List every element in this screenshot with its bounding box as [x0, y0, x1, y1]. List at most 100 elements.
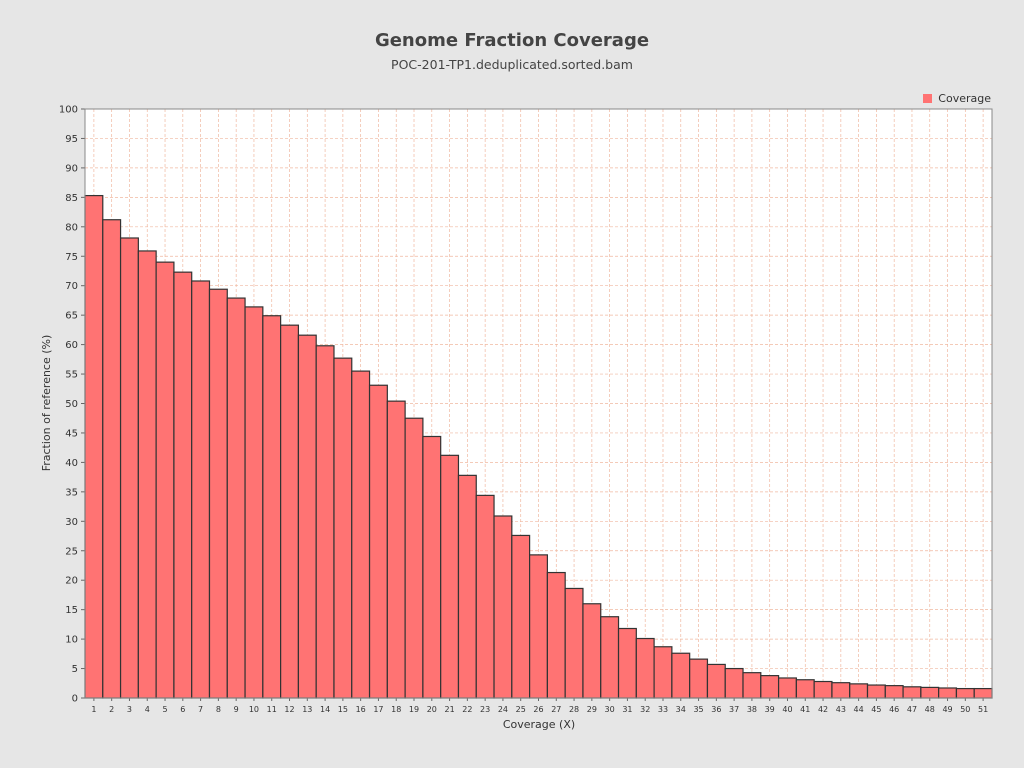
x-tick-label: 20: [427, 705, 437, 714]
bar-29: [582, 603, 602, 699]
bar-19: [404, 417, 424, 699]
bar-45: [866, 684, 886, 699]
bar-25: [511, 534, 531, 699]
x-tick-label: 38: [747, 705, 757, 714]
bar-37: [724, 667, 744, 699]
x-tick-label: 7: [198, 705, 203, 714]
x-tick-label: 18: [391, 705, 401, 714]
y-tick-label: 90: [65, 163, 78, 174]
bar-17: [368, 384, 388, 699]
axes: 0510152025303540455055606570758085909510…: [59, 105, 993, 714]
y-tick-label: 20: [65, 576, 78, 587]
x-tick-label: 35: [693, 705, 703, 714]
y-tick-label: 35: [65, 487, 78, 498]
y-tick-label: 60: [65, 340, 78, 351]
x-tick-label: 8: [216, 705, 221, 714]
x-tick-label: 19: [409, 705, 419, 714]
bar-13: [297, 334, 317, 699]
chart-title: Genome Fraction Coverage: [374, 30, 650, 51]
y-tick-label: 65: [65, 311, 78, 322]
y-tick-label: 50: [65, 399, 78, 410]
bar-38: [742, 672, 762, 699]
legend-label: Coverage: [938, 92, 991, 105]
y-tick-label: 70: [65, 281, 78, 292]
bar-9: [226, 297, 246, 699]
bar-48: [920, 686, 940, 699]
x-tick-label: 21: [444, 705, 454, 714]
x-axis-label: Coverage (X): [503, 718, 575, 731]
bar-2: [102, 219, 122, 699]
x-tick-label: 44: [854, 705, 864, 714]
bar-46: [884, 685, 904, 699]
y-tick-label: 45: [65, 428, 78, 439]
x-tick-label: 17: [373, 705, 383, 714]
bar-18: [386, 400, 406, 699]
x-tick-label: 9: [234, 705, 239, 714]
x-tick-label: 12: [284, 705, 294, 714]
bar-40: [777, 677, 797, 699]
bar-22: [457, 474, 477, 699]
chart-subtitle: POC-201-TP1.deduplicated.sorted.bam: [391, 57, 633, 72]
x-tick-label: 2: [109, 705, 114, 714]
x-tick-label: 51: [978, 705, 988, 714]
y-tick-label: 5: [72, 664, 78, 675]
bar-33: [653, 646, 673, 699]
bar-30: [600, 616, 620, 699]
x-tick-label: 40: [782, 705, 792, 714]
bar-3: [119, 237, 139, 699]
y-tick-label: 30: [65, 517, 78, 528]
x-tick-label: 36: [711, 705, 721, 714]
legend-swatch: [923, 94, 933, 103]
x-tick-label: 30: [605, 705, 615, 714]
x-tick-label: 42: [818, 705, 828, 714]
bar-14: [315, 345, 335, 699]
x-tick-label: 39: [765, 705, 775, 714]
x-tick-label: 22: [462, 705, 472, 714]
x-tick-label: 48: [925, 705, 935, 714]
x-tick-label: 13: [302, 705, 312, 714]
x-tick-label: 49: [942, 705, 952, 714]
x-tick-label: 4: [145, 705, 150, 714]
bar-10: [244, 306, 264, 699]
x-tick-label: 27: [551, 705, 561, 714]
y-tick-label: 75: [65, 252, 78, 263]
bar-43: [831, 682, 851, 699]
y-tick-label: 100: [59, 105, 78, 116]
bar-8: [208, 288, 228, 699]
y-tick-label: 10: [65, 635, 78, 646]
y-tick-label: 85: [65, 193, 78, 204]
x-tick-label: 41: [800, 705, 810, 714]
bar-50: [955, 687, 975, 699]
bars: [84, 194, 993, 699]
x-tick-label: 34: [676, 705, 686, 714]
y-axis-label: Fraction of reference (%): [40, 335, 53, 472]
x-tick-label: 32: [640, 705, 650, 714]
x-tick-label: 37: [729, 705, 739, 714]
bar-4: [137, 250, 157, 699]
bar-23: [475, 494, 495, 699]
bar-39: [760, 675, 780, 699]
bar-7: [191, 280, 211, 699]
bar-24: [493, 515, 513, 699]
bar-51: [973, 687, 993, 699]
bar-41: [795, 679, 815, 699]
x-tick-label: 25: [516, 705, 526, 714]
bar-44: [849, 683, 869, 699]
x-tick-label: 6: [180, 705, 185, 714]
x-tick-label: 26: [533, 705, 543, 714]
bar-6: [173, 271, 193, 699]
bar-42: [813, 680, 833, 699]
x-tick-label: 45: [871, 705, 881, 714]
x-tick-label: 10: [249, 705, 259, 714]
x-tick-label: 11: [267, 705, 277, 714]
bar-47: [902, 686, 922, 699]
x-tick-label: 47: [907, 705, 917, 714]
y-tick-label: 25: [65, 546, 78, 557]
bar-28: [564, 587, 584, 699]
y-tick-label: 55: [65, 370, 78, 381]
y-tick-label: 80: [65, 222, 78, 233]
bar-49: [938, 687, 958, 699]
bar-27: [546, 571, 566, 699]
bar-31: [617, 627, 637, 699]
